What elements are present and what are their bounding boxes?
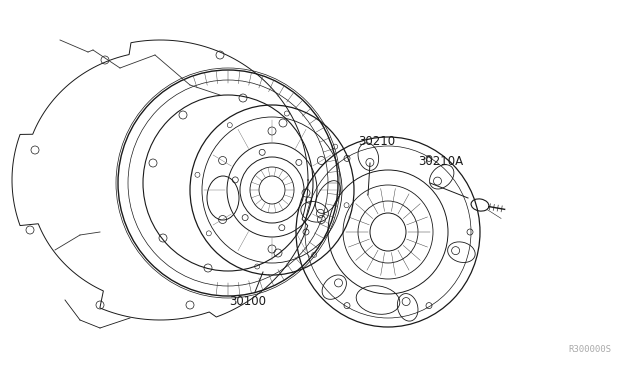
Text: 30210A: 30210A	[418, 155, 463, 168]
Text: 30100: 30100	[230, 295, 266, 308]
Text: 30210: 30210	[358, 135, 395, 148]
Text: R300000S: R300000S	[568, 345, 611, 354]
